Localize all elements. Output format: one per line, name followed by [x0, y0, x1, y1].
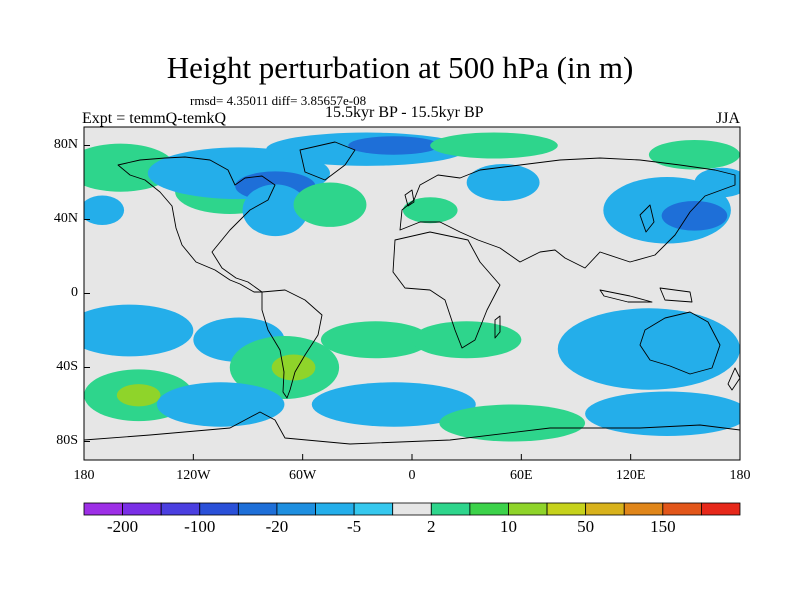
axis-ticks: [83, 145, 741, 460]
colorbar-swatch: [315, 502, 355, 516]
anomaly-region-negative: [156, 382, 285, 427]
period-label: 15.5kyr BP - 15.5kyr BP: [325, 104, 484, 121]
colorbar-swatch: [469, 502, 509, 516]
coastlines: [84, 141, 740, 445]
colorbar-swatch: [122, 502, 162, 516]
anomaly-region-negative-strong: [661, 201, 728, 231]
anomaly-region-positive: [412, 321, 522, 359]
anomaly-region-negative: [585, 391, 740, 436]
y-tick-label: 80N: [53, 136, 78, 152]
anomaly-region-negative: [311, 382, 476, 427]
anomaly-region-positive: [320, 321, 431, 359]
colorbar-swatch: [237, 502, 278, 516]
season-label: JJA: [716, 110, 741, 127]
colorbar-label: 50: [577, 517, 595, 536]
anomaly-region-negative: [84, 304, 194, 357]
colorbar-swatch: [392, 502, 432, 516]
colorbar-swatch: [276, 502, 316, 516]
x-tick-label: 120E: [615, 468, 646, 483]
anomaly-region-positive: [439, 404, 586, 442]
anomaly-region-positive: [293, 182, 367, 227]
x-tick-label: 180: [729, 468, 751, 483]
colorbar-swatch: [160, 502, 201, 516]
anomaly-region-negative: [557, 308, 740, 390]
colorbar-label: 2: [427, 517, 436, 536]
y-tick-label: 80S: [56, 432, 78, 448]
colorbar-swatch: [353, 502, 394, 516]
colorbar-swatch: [546, 502, 587, 516]
anomaly-region-positive: [648, 139, 740, 170]
anomaly-region-negative: [694, 167, 740, 198]
colorbar-label: 10: [499, 517, 517, 536]
colorbar-swatch: [701, 502, 741, 516]
colorbar-swatch: [585, 502, 625, 516]
x-tick-label: 180: [73, 468, 95, 483]
y-tick-label: 40N: [53, 210, 78, 226]
stats-label: rmsd= 4.35011 diff= 3.85657e-08: [190, 93, 367, 108]
anomaly-region-positive: [402, 197, 458, 224]
colorbar: [83, 502, 741, 516]
colorbar-label: -5: [347, 517, 362, 536]
anomaly-region-negative: [242, 184, 309, 237]
experiment-label: Expt = temmQ-temkQ: [82, 110, 227, 127]
colorbar-label: 150: [650, 517, 676, 536]
colorbar-label: -20: [265, 517, 289, 536]
anomaly-field: [84, 132, 740, 442]
x-tick-label: 0: [408, 468, 416, 483]
colorbar-swatch: [508, 502, 548, 516]
colorbar-swatch: [430, 502, 471, 516]
colorbar-swatch: [83, 502, 123, 516]
x-tick-label: 120W: [176, 468, 211, 483]
y-tick-label: 0: [71, 284, 78, 300]
colorbar-label: -100: [184, 517, 216, 536]
anomaly-region-positive-strong: [116, 384, 161, 407]
x-tick-label: 60E: [510, 468, 533, 483]
anomaly-region-negative: [466, 164, 540, 201]
colorbar-swatch: [662, 502, 702, 516]
x-tick-label: 60W: [289, 468, 317, 483]
anomaly-region-positive-strong: [271, 354, 316, 381]
anomaly-region-negative: [84, 195, 125, 226]
colorbar-swatch: [199, 502, 239, 516]
anomaly-region-negative-strong: [348, 136, 440, 155]
colorbar-swatch: [623, 502, 664, 516]
colorbar-label: -200: [106, 517, 139, 536]
y-tick-label: 40S: [56, 358, 78, 374]
plot-title: Height perturbation at 500 hPa (in m): [166, 50, 634, 85]
anomaly-region-positive: [430, 132, 558, 159]
